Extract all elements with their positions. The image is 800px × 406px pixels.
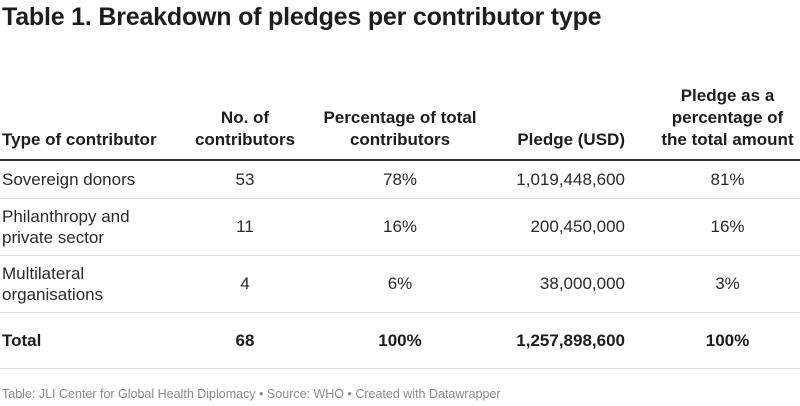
cell-type: Sovereign donors [0, 160, 185, 199]
cell-total-contributors: 68 [185, 311, 305, 369]
cell-pct-contributors: 6% [305, 255, 495, 313]
cell-pct-pledge: 16% [655, 198, 800, 256]
cell-contributors: 4 [185, 255, 305, 313]
cell-total-pct-contributors: 100% [305, 311, 495, 369]
cell-type: Multilateral organisations [0, 255, 185, 313]
cell-pct-pledge: 81% [655, 160, 800, 199]
source-footer: Table: JLI Center for Global Health Dipl… [2, 387, 501, 401]
cell-total-pledge-usd: 1,257,898,600 [495, 311, 655, 369]
cell-contributors: 11 [185, 198, 305, 256]
cell-pledge-usd: 200,450,000 [495, 198, 655, 256]
table-row: Multilateral organisations 4 6% 38,000,0… [0, 255, 800, 313]
cell-total-label: Total [0, 311, 185, 369]
cell-pledge-usd: 38,000,000 [495, 255, 655, 313]
cell-pct-pledge: 3% [655, 255, 800, 313]
table-title: Table 1. Breakdown of pledges per contri… [2, 3, 602, 31]
cell-pledge-usd: 1,019,448,600 [495, 160, 655, 199]
column-header-type: Type of contributor [0, 62, 185, 161]
column-header-pledge-usd: Pledge (USD) [495, 62, 655, 161]
table-total-row: Total 68 100% 1,257,898,600 100% [0, 311, 800, 369]
cell-pct-contributors: 16% [305, 198, 495, 256]
cell-total-pct-pledge: 100% [655, 311, 800, 369]
cell-pct-contributors: 78% [305, 160, 495, 199]
pledges-table: Type of contributor No. of contributors … [0, 62, 800, 369]
cell-contributors: 53 [185, 160, 305, 199]
column-header-pct-contributors: Percentage of total contributors [305, 62, 495, 161]
cell-type: Philanthropy and private sector [0, 198, 185, 256]
column-header-pct-pledge: Pledge as a percentage of the total amou… [655, 62, 800, 161]
column-header-contributors: No. of contributors [185, 62, 305, 161]
table-header-row: Type of contributor No. of contributors … [0, 62, 800, 161]
table-row: Philanthropy and private sector 11 16% 2… [0, 198, 800, 256]
table-row: Sovereign donors 53 78% 1,019,448,600 81… [0, 160, 800, 199]
